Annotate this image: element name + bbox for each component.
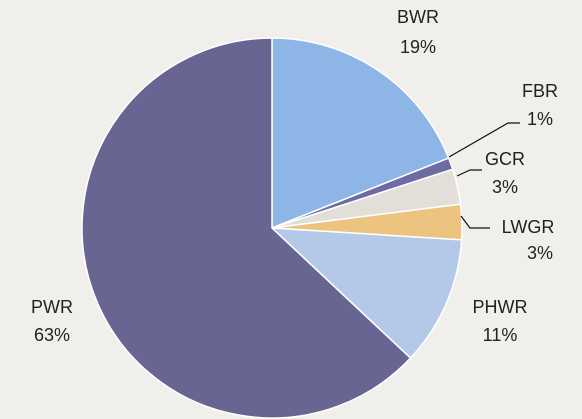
- value-label: 19%: [400, 37, 436, 57]
- slice-label: FBR: [522, 81, 558, 101]
- pie: [81, 37, 463, 419]
- leader-line: [456, 169, 482, 177]
- value-label: 11%: [483, 325, 518, 345]
- slice-label: BWR: [397, 7, 439, 27]
- leader-line: [460, 215, 490, 229]
- slice-label: PWR: [31, 297, 73, 317]
- value-label: 63%: [34, 325, 70, 345]
- pie-slice: [269, 227, 463, 360]
- pie-slice: [81, 37, 412, 419]
- value-label: 3%: [492, 177, 518, 197]
- value-label: 3%: [527, 243, 553, 263]
- leader-line: [448, 122, 520, 158]
- pie-slice: [271, 37, 450, 230]
- slice-label: PHWR: [473, 297, 528, 317]
- slice-label: LWGR: [502, 217, 555, 237]
- slice-label: GCR: [485, 149, 525, 169]
- value-label: 1%: [527, 109, 553, 129]
